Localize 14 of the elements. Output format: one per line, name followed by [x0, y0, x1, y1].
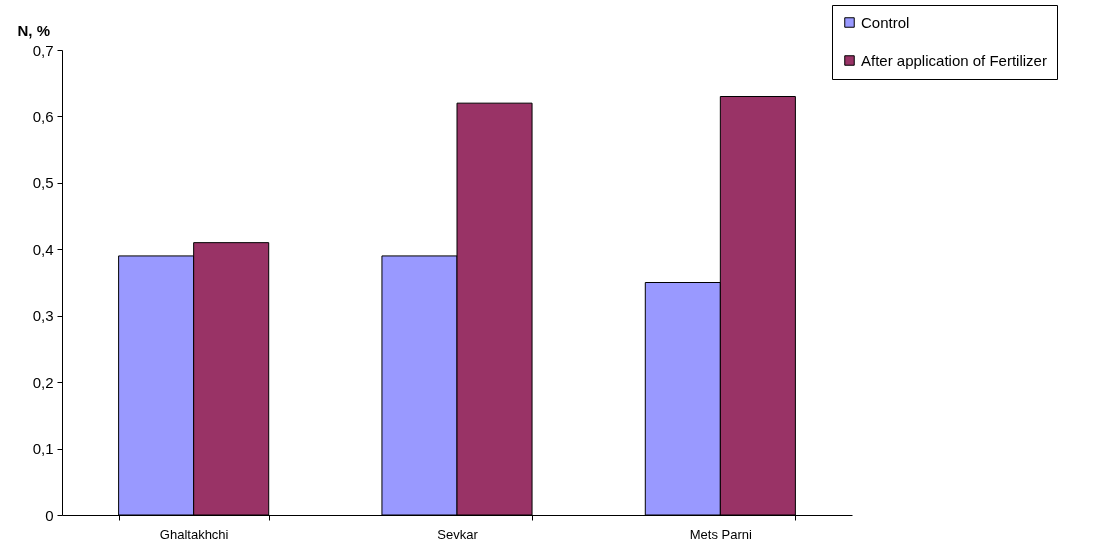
y-tick-label: 0,2 — [32, 373, 54, 391]
x-tick-label: Mets Parni — [689, 526, 753, 542]
y-tick-label: 0,4 — [32, 240, 54, 258]
legend-label: Control — [861, 13, 910, 31]
y-tick-label: 0,3 — [32, 307, 54, 325]
y-tick-label: 0 — [45, 506, 54, 524]
x-tick-label: Sevkar — [437, 526, 479, 542]
y-tick-label: 0,7 — [32, 41, 54, 59]
y-tick-label: 0,5 — [32, 174, 54, 192]
x-tick-label: Ghaltakhchi — [159, 526, 229, 542]
legend-label: After application of Fertilizer — [861, 51, 1047, 69]
y-axis-title: N, % — [17, 21, 51, 39]
y-tick-label: 0,1 — [32, 440, 54, 458]
y-tick-label: 0,6 — [32, 107, 54, 125]
